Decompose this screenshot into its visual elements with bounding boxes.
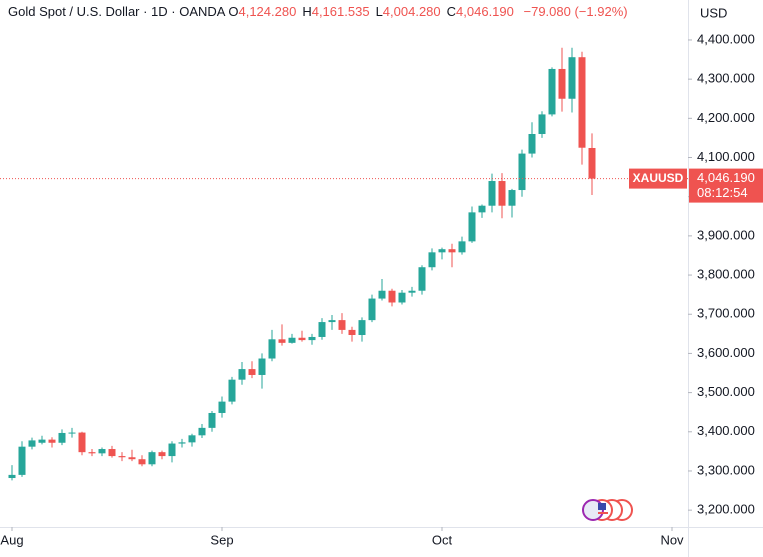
- candle-body: [558, 68, 566, 99]
- candle-body: [318, 322, 326, 337]
- candle-body: [248, 369, 256, 375]
- candle-body: [328, 320, 336, 323]
- currency-label[interactable]: USD: [700, 5, 727, 20]
- y-tick-label: 3,400.000: [697, 423, 755, 438]
- candle-body: [498, 181, 506, 206]
- y-tick-label: 3,300.000: [697, 462, 755, 477]
- candle-body: [588, 147, 596, 179]
- candle-body: [478, 205, 486, 213]
- ohlc-key: L: [375, 4, 383, 19]
- ohlc-key: H: [302, 4, 312, 19]
- candle-body: [178, 442, 186, 444]
- candle-body: [468, 212, 476, 242]
- candle-body: [18, 446, 26, 475]
- y-tick-label: 3,700.000: [697, 306, 755, 321]
- x-tick-label: Sep: [210, 532, 233, 547]
- candle-body: [368, 298, 376, 321]
- candle-body: [438, 249, 446, 253]
- candle-body: [278, 339, 286, 343]
- x-tick-label: Nov: [660, 532, 684, 547]
- plot-area: [8, 47, 596, 481]
- ohlc-value: 4,124.280: [238, 4, 297, 19]
- y-tick-label: 4,400.000: [697, 31, 755, 46]
- candle-body: [138, 459, 146, 465]
- candle-body: [48, 439, 56, 443]
- candle-body: [488, 181, 496, 206]
- x-tick-label: Oct: [432, 532, 453, 547]
- ohlc-value: 4,161.535: [311, 4, 370, 19]
- candle-body: [578, 57, 586, 148]
- candle-body: [208, 412, 216, 428]
- candle-body: [88, 452, 96, 454]
- symbol-title[interactable]: Gold Spot / U.S. Dollar · 1D · OANDA: [8, 4, 225, 19]
- candle-body: [158, 452, 166, 457]
- candle-body: [188, 435, 196, 443]
- candle-body: [388, 290, 396, 303]
- watermark-flags: [582, 499, 633, 521]
- candle-body: [348, 329, 356, 336]
- candle-body: [108, 449, 116, 457]
- legend-header: Gold Spot / U.S. Dollar · 1D · OANDA O4,…: [8, 4, 634, 19]
- ohlc-value: 4,004.280: [382, 4, 441, 19]
- y-tick-label: 3,600.000: [697, 345, 755, 360]
- candle-body: [358, 320, 366, 336]
- candle-body: [288, 337, 296, 343]
- candle-body: [548, 68, 556, 115]
- candle-body: [78, 432, 86, 453]
- candle-body: [308, 336, 316, 341]
- change: −79.080 (−1.92%): [523, 4, 628, 19]
- y-tick-label: 3,500.000: [697, 384, 755, 399]
- candle-body: [508, 190, 516, 206]
- candle-body: [58, 432, 66, 443]
- candle-body: [338, 320, 346, 330]
- candle-body: [298, 337, 306, 341]
- candle-body: [428, 252, 436, 268]
- price-tag-label: 4,046.190: [697, 170, 755, 185]
- candle-body: [538, 114, 546, 135]
- candle-body: [128, 457, 136, 460]
- x-tick-label: Aug: [0, 532, 23, 547]
- candle-body: [408, 290, 416, 293]
- ohlc-values: O4,124.280 H4,161.535 L4,004.280 C4,046.190: [228, 4, 520, 19]
- candle-body: [418, 267, 426, 291]
- candle-body: [238, 369, 246, 380]
- candle-body: [258, 358, 266, 375]
- y-tick-label: 3,200.000: [697, 502, 755, 517]
- candle-body: [168, 443, 176, 457]
- candle-body: [8, 474, 16, 479]
- candle-body: [148, 452, 156, 465]
- candle-body: [268, 339, 276, 359]
- y-tick-label: 3,800.000: [697, 266, 755, 281]
- candle-body: [28, 440, 36, 447]
- countdown-label: 08:12:54: [697, 185, 748, 200]
- symbol-tag: [629, 168, 687, 189]
- y-tick-label: 4,200.000: [697, 110, 755, 125]
- candle-body: [518, 153, 526, 191]
- candle-body: [528, 134, 536, 154]
- y-tick-label: 4,100.000: [697, 149, 755, 164]
- candle-body: [398, 292, 406, 303]
- symbol-tag-label: XAUUSD: [633, 171, 684, 185]
- ohlc-key: O: [228, 4, 239, 19]
- candle-body: [378, 290, 386, 299]
- candle-body: [228, 379, 236, 402]
- y-tick-label: 3,900.000: [697, 227, 755, 242]
- candle-body: [118, 456, 126, 458]
- candle-body: [218, 401, 226, 413]
- candle-body: [448, 249, 456, 253]
- candle-body: [568, 57, 576, 99]
- ohlc-value: 4,046.190: [456, 4, 514, 19]
- candle-body: [68, 432, 76, 434]
- candle-body: [458, 241, 466, 253]
- candle-body: [38, 439, 46, 443]
- ohlc-key: C: [446, 4, 457, 19]
- candle-body: [98, 449, 106, 454]
- candle-body: [198, 427, 206, 436]
- y-tick-label: 4,300.000: [697, 71, 755, 86]
- price-tag: [689, 168, 763, 203]
